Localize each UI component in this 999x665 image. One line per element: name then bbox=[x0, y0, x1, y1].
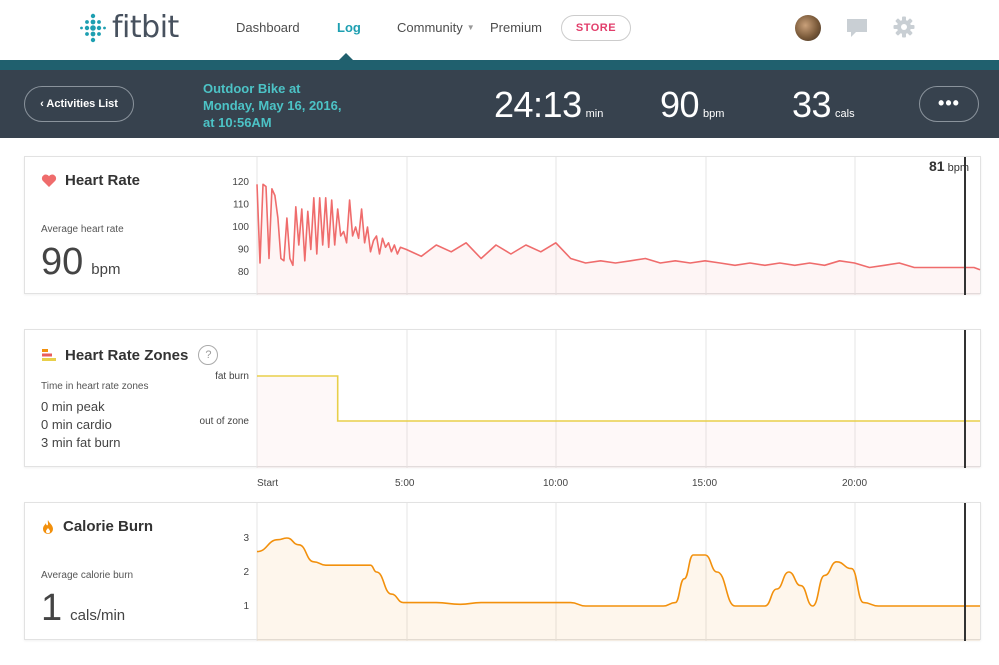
activity-title-line-3: at 10:56AM bbox=[203, 115, 272, 130]
avg-heart-rate-value: 90 bbox=[41, 241, 84, 283]
zones-sub-label: Time in heart rate zones bbox=[41, 381, 149, 392]
flame-icon bbox=[43, 519, 53, 534]
avg-heart-rate-unit: bpm bbox=[91, 261, 121, 278]
calorie-burn-title: Calorie Burn bbox=[41, 518, 153, 535]
duration-value: 24:13 bbox=[494, 84, 582, 125]
avg-calorie-burn-label: Average calorie burn bbox=[41, 570, 134, 581]
y-tick-label: 1 bbox=[243, 601, 249, 612]
calorie-series-line bbox=[256, 537, 980, 607]
zone-series-line bbox=[257, 375, 980, 422]
y-tick-label: 90 bbox=[238, 245, 250, 256]
calorie-burn-panel: Calorie Burn Average calorie burn 1 cals/… bbox=[24, 502, 982, 641]
zones-icon bbox=[42, 349, 56, 361]
avg-calorie-burn-unit: cals/min bbox=[70, 607, 126, 624]
y-tick-label: 2 bbox=[243, 567, 249, 578]
duration-unit: min bbox=[585, 108, 604, 120]
more-options-button[interactable]: ••• bbox=[919, 86, 979, 122]
nav-log[interactable]: Log bbox=[337, 20, 361, 35]
avg-calorie-burn: 1 cals/min bbox=[41, 587, 125, 630]
fitbit-dots-icon bbox=[80, 13, 106, 43]
current-heart-rate: 81 bpm bbox=[929, 158, 969, 174]
chevron-down-icon: ▼ bbox=[466, 23, 475, 32]
activity-header: ‹ Activities List Outdoor Bike at Monday… bbox=[0, 70, 999, 138]
heart-rate-value: 90 bbox=[660, 84, 700, 125]
chat-icon[interactable] bbox=[845, 17, 869, 39]
zone-peak: 0 min peak bbox=[41, 399, 105, 414]
heart-rate-title-text: Heart Rate bbox=[65, 172, 141, 189]
fitbit-logo[interactable]: fitbit bbox=[80, 13, 179, 43]
heart-rate-zones-panel: Heart Rate Zones ? Time in heart rate zo… bbox=[24, 329, 982, 468]
avg-heart-rate: 90 bpm bbox=[41, 241, 120, 284]
zone-fat-burn: 3 min fat burn bbox=[41, 435, 121, 450]
heart-rate-zones-title: Heart Rate Zones ? bbox=[41, 345, 219, 365]
heart-rate-stat: 90 bpm bbox=[660, 84, 724, 126]
time-tick-15: 15:00 bbox=[692, 478, 718, 489]
heart-rate-series-area bbox=[257, 184, 980, 295]
avg-heart-rate-label: Average heart rate bbox=[41, 224, 124, 235]
heart-rate-zones-chart[interactable]: out of zone fat burn bbox=[25, 330, 982, 468]
activity-title-line-1: Outdoor Bike at bbox=[203, 81, 301, 96]
avg-calorie-burn-value: 1 bbox=[41, 587, 63, 629]
heart-rate-unit: bpm bbox=[703, 108, 725, 120]
activity-title-line-2: Monday, May 16, 2016, bbox=[203, 98, 342, 113]
calorie-burn-chart[interactable]: 3 2 1 bbox=[25, 503, 982, 641]
calories-unit: cals bbox=[835, 108, 855, 120]
avatar[interactable] bbox=[795, 15, 821, 41]
top-nav: fitbit Dashboard Log Community ▼ Premium … bbox=[0, 0, 999, 60]
accent-strip bbox=[0, 60, 999, 70]
time-tick-start: Start bbox=[257, 478, 279, 489]
gear-icon[interactable] bbox=[893, 16, 915, 38]
zone-series-area bbox=[257, 376, 980, 468]
time-tick-20: 20:00 bbox=[842, 478, 868, 489]
heart-rate-panel: Heart Rate Average heart rate 90 bpm 81 bp… bbox=[24, 156, 982, 295]
heart-rate-title: Heart Rate bbox=[41, 172, 140, 189]
y-tick-label: 80 bbox=[238, 267, 250, 278]
brand-name: fitbit bbox=[112, 10, 179, 45]
store-button[interactable]: STORE bbox=[561, 15, 631, 41]
heart-rate-series-line bbox=[256, 183, 981, 271]
time-tick-5: 5:00 bbox=[395, 478, 415, 489]
activity-title: Outdoor Bike at Monday, May 16, 2016, at… bbox=[203, 80, 383, 131]
nav-community-label: Community bbox=[397, 20, 463, 35]
nav-premium[interactable]: Premium bbox=[490, 20, 543, 35]
zone-category-label: fat burn bbox=[215, 371, 249, 382]
help-icon[interactable]: ? bbox=[198, 345, 219, 365]
zone-category-label: out of zone bbox=[200, 416, 250, 427]
active-tab-indicator bbox=[338, 53, 354, 61]
time-tick-10: 10:00 bbox=[543, 478, 569, 489]
current-heart-rate-value: 81 bbox=[929, 158, 945, 174]
calories-stat: 33 cals bbox=[792, 84, 855, 126]
heart-icon bbox=[41, 174, 57, 187]
time-axis: Start 5:00 10:00 15:00 20:00 bbox=[0, 478, 999, 492]
y-tick-label: 120 bbox=[232, 177, 249, 188]
zone-cardio: 0 min cardio bbox=[41, 417, 112, 432]
calories-value: 33 bbox=[792, 84, 832, 125]
duration-stat: 24:13 min bbox=[494, 84, 603, 126]
y-tick-label: 100 bbox=[232, 222, 249, 233]
calorie-series-area bbox=[257, 538, 980, 641]
current-heart-rate-unit: bpm bbox=[947, 162, 969, 174]
y-tick-label: 110 bbox=[233, 200, 249, 211]
heart-rate-zones-title-text: Heart Rate Zones bbox=[65, 346, 189, 364]
calorie-burn-title-text: Calorie Burn bbox=[63, 518, 154, 535]
activities-list-button[interactable]: ‹ Activities List bbox=[24, 86, 134, 122]
nav-dashboard[interactable]: Dashboard bbox=[236, 20, 300, 35]
y-tick-label: 3 bbox=[243, 533, 249, 544]
heart-rate-chart[interactable]: 120 110 100 90 80 bbox=[25, 157, 982, 295]
nav-community[interactable]: Community ▼ bbox=[397, 20, 475, 35]
